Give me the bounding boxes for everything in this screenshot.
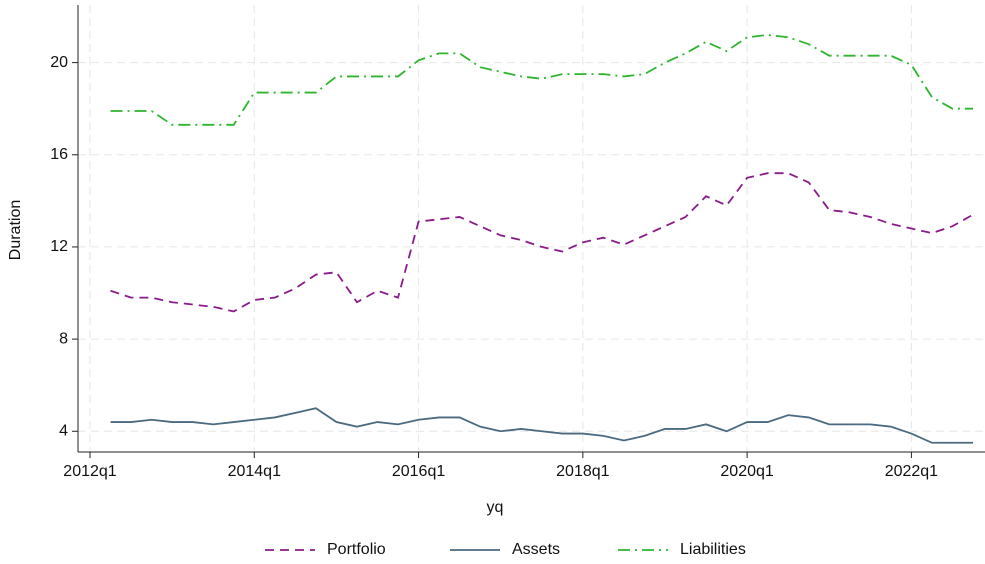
x-tick-label: 2020q1 <box>720 463 773 480</box>
series-line <box>110 172 974 313</box>
series-line <box>110 34 973 126</box>
x-tick-label: 2018q1 <box>556 463 609 480</box>
x-tick-label: 2014q1 <box>228 463 281 480</box>
y-tick-label: 20 <box>50 54 68 71</box>
y-tick-label: 8 <box>59 330 68 347</box>
series-line <box>110 407 973 444</box>
legend-label: Portfolio <box>327 541 386 558</box>
x-tick-label: 2012q1 <box>63 463 116 480</box>
y-tick-label: 16 <box>50 146 68 163</box>
x-tick-label: 2016q1 <box>392 463 445 480</box>
y-axis-label: Duration <box>7 200 24 260</box>
x-tick-label: 2022q1 <box>885 463 938 480</box>
legend-label: Liabilities <box>680 541 746 558</box>
y-tick-label: 4 <box>59 422 68 439</box>
legend-label: Assets <box>512 541 560 558</box>
x-axis-label: yq <box>487 499 504 516</box>
y-tick-label: 12 <box>50 238 68 255</box>
